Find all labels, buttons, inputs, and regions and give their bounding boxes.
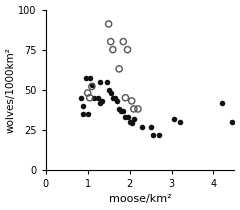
Point	[149, 125, 152, 128]
Point	[82, 112, 85, 116]
Point	[79, 96, 83, 99]
Point	[82, 104, 85, 108]
Point	[136, 107, 140, 111]
Point	[178, 120, 182, 123]
Point	[98, 101, 102, 104]
Point	[121, 40, 125, 43]
Point	[88, 96, 92, 99]
Point	[107, 88, 111, 91]
Point	[109, 91, 113, 94]
Point	[124, 115, 127, 119]
Point	[90, 83, 94, 87]
Point	[132, 107, 136, 111]
Point	[88, 77, 92, 80]
Point	[157, 133, 161, 136]
Point	[86, 91, 90, 94]
Point	[130, 99, 134, 103]
X-axis label: moose/km²: moose/km²	[109, 194, 171, 205]
Point	[230, 120, 234, 123]
Point	[126, 48, 129, 51]
Point	[90, 85, 94, 88]
Point	[132, 117, 136, 120]
Point	[220, 101, 224, 104]
Point	[113, 96, 117, 99]
Point	[119, 109, 123, 112]
Point	[100, 99, 104, 103]
Point	[98, 80, 102, 83]
Point	[151, 133, 155, 136]
Point	[111, 48, 115, 51]
Point	[130, 122, 134, 125]
Point	[105, 80, 108, 83]
Point	[126, 115, 129, 119]
Point	[115, 99, 119, 103]
Point	[128, 120, 132, 123]
Point	[124, 96, 127, 99]
Point	[117, 67, 121, 71]
Y-axis label: wolves/1000km²: wolves/1000km²	[6, 47, 16, 133]
Point	[96, 96, 100, 99]
Point	[117, 107, 121, 111]
Point	[111, 96, 115, 99]
Point	[109, 40, 113, 43]
Point	[121, 109, 125, 112]
Point	[92, 96, 96, 99]
Point	[86, 112, 90, 116]
Point	[172, 117, 175, 120]
Point	[140, 125, 144, 128]
Point	[107, 22, 111, 26]
Point	[84, 77, 88, 80]
